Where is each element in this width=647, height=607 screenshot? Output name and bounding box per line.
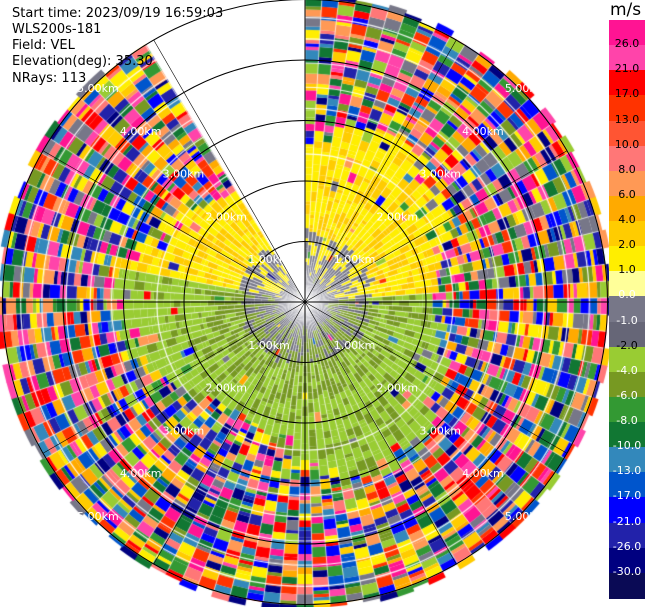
- start-time-label: Start time: 2023/09/19 16:59:03: [12, 6, 224, 21]
- colorbar: 26.0 21.0 17.0 13.0 10.0 8.0 6.0 4.0 2.0 1.0 0.0 -1…: [609, 20, 645, 599]
- colorbar-tick-label: -26.0: [612, 539, 642, 553]
- colorbar-tick-label: 13.0: [614, 112, 640, 126]
- colorbar-tick-label: 2.0: [618, 238, 636, 252]
- range-ring: [62, 59, 548, 545]
- colorbar-tick-label: 17.0: [614, 87, 640, 101]
- range-ring-label: 4.00km: [120, 125, 162, 138]
- azimuth-spoke: [153, 39, 306, 303]
- range-ring-label: 3.00km: [163, 168, 205, 181]
- colorbar-units: m/s: [610, 0, 642, 20]
- colorbar-tick-label: -4.0: [616, 363, 638, 377]
- colorbar-segment: [609, 346, 645, 373]
- range-ring-label: 2.00km: [377, 382, 419, 395]
- colorbar-segment: [609, 95, 645, 122]
- range-ring-label: 3.00km: [163, 424, 205, 437]
- colorbar-segment: [609, 296, 645, 323]
- colorbar-segment: [609, 271, 645, 298]
- colorbar-tick-label: -13.0: [612, 464, 642, 478]
- range-ring: [244, 241, 366, 363]
- azimuth-spoke: [42, 150, 306, 303]
- colorbar-segment: [609, 396, 645, 423]
- colorbar-tick-label: 4.0: [618, 213, 636, 227]
- colorbar-segment: [609, 497, 645, 524]
- colorbar-tick-label: -17.0: [612, 489, 642, 503]
- colorbar-tick-label: -10.0: [612, 439, 642, 453]
- colorbar-segment: [609, 45, 645, 71]
- range-ring-label: 3.00km: [419, 168, 461, 181]
- range-ring-label: 1.00km: [248, 339, 290, 352]
- range-ring: [123, 120, 487, 484]
- azimuth-spoke: [42, 301, 306, 454]
- nrays-label: NRays: 113: [12, 71, 87, 86]
- colorbar-tick-label: -1.0: [616, 313, 638, 327]
- colorbar-tick-label: 26.0: [614, 37, 640, 51]
- colorbar-tick-label: 1.0: [618, 263, 636, 277]
- colorbar-segment: [609, 195, 645, 222]
- range-ring-label: 1.00km: [334, 253, 376, 266]
- range-ring-label: 2.00km: [377, 210, 419, 223]
- range-ring-label: 1.00km: [334, 339, 376, 352]
- range-ring-label: 5.00km: [77, 510, 119, 523]
- colorbar-tick-label: -8.0: [616, 414, 638, 428]
- colorbar-segment: [609, 472, 645, 499]
- range-ring-label: 5.00km: [77, 82, 119, 95]
- colorbar-tick-label: -21.0: [612, 514, 642, 528]
- range-ring: [2, 0, 608, 605]
- range-ring-label: 2.00km: [205, 382, 247, 395]
- colorbar-segment: [609, 422, 645, 448]
- colorbar-tick-label: 21.0: [614, 62, 640, 76]
- colorbar-segment: [609, 70, 645, 96]
- colorbar-segment: [609, 447, 645, 473]
- colorbar-segment: [609, 522, 645, 549]
- range-ring-label: 2.00km: [205, 210, 247, 223]
- range-ring: [183, 180, 427, 424]
- azimuth-spoke: [153, 301, 306, 565]
- range-ring-label: 4.00km: [462, 467, 504, 480]
- field-label: Field: VEL: [12, 38, 75, 53]
- colorbar-segment: [609, 20, 645, 46]
- colorbar-segment: [609, 221, 645, 247]
- colorbar-tick-label: 8.0: [618, 162, 636, 176]
- colorbar-tick-label: -6.0: [616, 388, 638, 402]
- colorbar-segment: [609, 371, 645, 398]
- range-ring-label: 4.00km: [462, 125, 504, 138]
- range-ring-label: 5.00km: [505, 510, 547, 523]
- colorbar-segment: [609, 321, 645, 348]
- colorbar-tick-label: -2.0: [616, 338, 638, 352]
- elevation-label: Elevation(deg): 35.30: [12, 54, 153, 69]
- colorbar-segment: [609, 120, 645, 147]
- azimuth-spoke: [304, 39, 457, 303]
- range-ring-label: 5.00km: [505, 82, 547, 95]
- azimuth-spoke: [304, 150, 568, 303]
- range-ring-label: 3.00km: [419, 424, 461, 437]
- site-label: WLS200s-181: [12, 22, 102, 37]
- colorbar-tick-label: -30.0: [612, 564, 642, 578]
- colorbar-tick-label: 0.0: [618, 288, 636, 302]
- range-ring-label: 4.00km: [120, 467, 162, 480]
- colorbar-segment: [609, 547, 645, 574]
- colorbar-segment: [609, 145, 645, 172]
- azimuth-spoke: [304, 301, 568, 454]
- colorbar-segment: [609, 246, 645, 272]
- colorbar-tick-label: 10.0: [614, 137, 640, 151]
- azimuth-spoke: [304, 301, 457, 565]
- colorbar-tick-label: 6.0: [618, 187, 636, 201]
- range-ring-label: 1.00km: [248, 253, 290, 266]
- colorbar-segment: [609, 572, 645, 599]
- colorbar-segment: [609, 170, 645, 197]
